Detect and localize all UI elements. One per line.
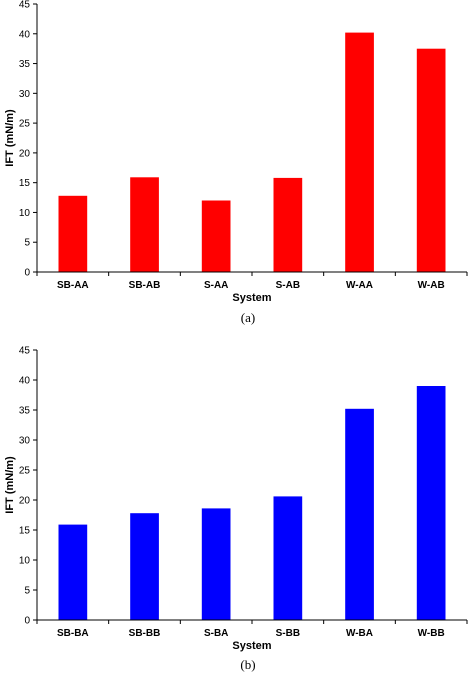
y-tick-label: 20 [19,148,31,159]
y-tick-label: 15 [19,526,31,537]
bar-sb-ab [130,177,159,272]
y-tick-label: 30 [19,436,31,447]
chart-panel-b: 0 5 10 15 20 25 30 35 40 45 SB-BA SB-BB S-BA S-BB W-BA… [4,346,468,672]
bar-w-aa [345,32,374,272]
panel-caption: (b) [240,657,255,672]
y-tick-label: 45 [19,346,31,357]
y-tick-label: 0 [24,616,30,627]
y-tick-label: 5 [24,238,30,249]
x-tick-label: SB-BA [57,628,89,639]
bar-s-ba [201,508,231,620]
x-tick-label: W-BA [346,628,373,639]
x-axis-label: System [232,640,271,652]
y-tick-label: 40 [19,376,31,387]
x-tick-label: W-AA [346,280,373,291]
y-tick-label: 40 [19,29,31,40]
y-tick-label: 45 [19,0,31,11]
y-tick-label: 30 [19,89,31,100]
y-tick-label: 15 [19,178,31,189]
bar-s-aa [201,200,231,272]
bar-s-ab [273,177,303,272]
bar-sb-aa [58,195,88,272]
y-tick-label: 35 [19,406,31,417]
bar-w-ba [345,408,374,620]
x-axis-label: System [232,292,271,304]
y-tick-label: 20 [19,496,31,507]
chart-panel-a: 0 5 10 15 20 25 30 35 40 45 SB-AA SB-AB S-AA S-AB W-AA… [4,0,468,325]
x-tick-label: S-BA [204,628,228,639]
y-axis-label: IFT (mN/m) [4,109,16,167]
y-tick-label: 0 [24,268,30,279]
y-tick-label: 10 [19,556,31,567]
y-tick-label: 5 [24,586,30,597]
x-tick-label: SB-BB [129,628,161,639]
bar-sb-ba [58,524,88,620]
bar-sb-bb [130,513,159,620]
x-tick-label: S-AB [276,280,300,291]
bar-w-ab [416,48,446,273]
y-tick-label: 25 [19,119,31,130]
x-tick-label: S-BB [276,628,300,639]
x-tick-label: SB-AB [129,280,161,291]
panel-caption: (a) [241,310,255,325]
x-tick-label: W-BB [418,628,445,639]
x-tick-label: SB-AA [57,280,89,291]
bar-w-bb [416,386,446,620]
y-tick-label: 35 [19,59,31,70]
x-tick-label: W-AB [418,280,445,291]
x-tick-label: S-AA [204,280,228,291]
y-tick-label: 25 [19,466,31,477]
y-axis-label: IFT (mN/m) [4,456,16,514]
y-tick-label: 10 [19,208,31,219]
bar-s-bb [273,496,303,620]
